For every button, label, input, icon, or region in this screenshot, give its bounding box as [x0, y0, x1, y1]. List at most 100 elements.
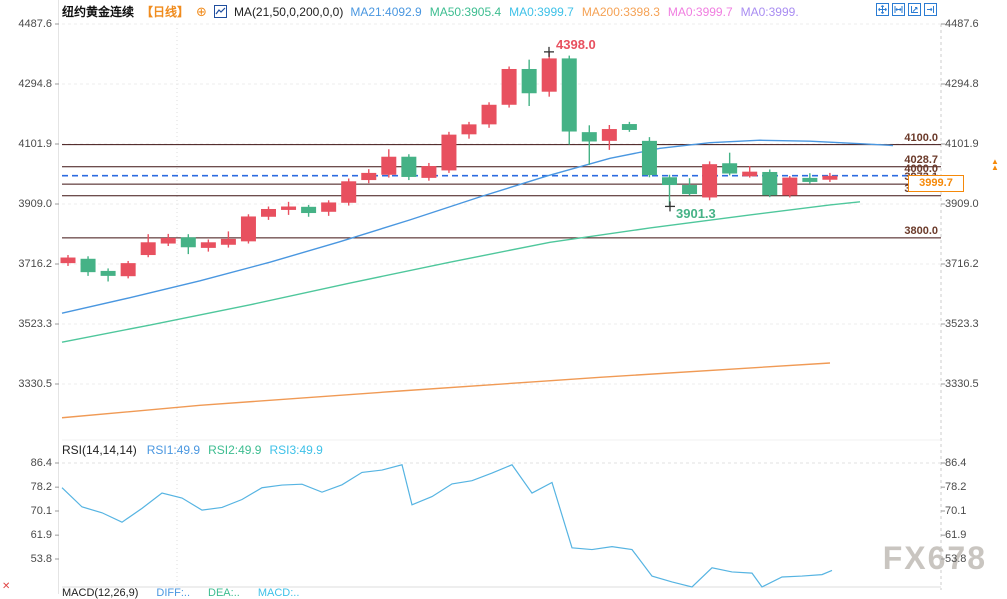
rsi-axis-label-left: 78.2	[30, 481, 52, 494]
candle-body[interactable]	[782, 177, 798, 196]
candle-body[interactable]	[641, 140, 657, 176]
candle-body[interactable]	[481, 104, 497, 125]
candle-body[interactable]	[662, 177, 677, 186]
current-price-tag: 3999.7	[908, 175, 964, 192]
candle-body[interactable]	[240, 216, 256, 242]
main-axis-label-left: 4101.9	[18, 138, 52, 150]
candle-body[interactable]	[521, 68, 537, 94]
rsi-value-label: RSI3:49.9	[269, 443, 323, 457]
macd-header-cutoff: MACD(12,26,9) DIFF:.. DEA:.. MACD:..	[62, 587, 307, 599]
candle-body[interactable]	[501, 68, 517, 105]
main-axis-label-right: 3330.5	[945, 378, 979, 390]
rsi-axis-label-left: 70.1	[30, 505, 52, 517]
fit-width-icon[interactable]	[892, 3, 905, 16]
price-line-label: 4000.0	[904, 162, 938, 175]
rsi-header: RSI(14,14,14) RSI1:49.9 RSI2:49.9 RSI3:49.…	[62, 443, 331, 457]
macd-token: MACD:..	[257, 587, 300, 599]
candle-body[interactable]	[441, 134, 457, 171]
candle-body[interactable]	[601, 129, 617, 141]
ma-value-label: MA0:3999.	[740, 4, 799, 19]
chart-header: 纽约黄金连续 【日线】 ⊕ MA(21,50,0,200,0,0) MA21:4…	[62, 3, 807, 20]
macd-token: DEA:..	[208, 587, 240, 599]
candle-body[interactable]	[461, 124, 477, 135]
ma-values: MA21:4092.9 MA50:3905.4 MA0:3999.7 MA200:33…	[350, 5, 806, 19]
candle-body[interactable]	[301, 206, 317, 214]
rsi-axis-label-right: 86.4	[945, 457, 967, 469]
candle-body[interactable]	[581, 132, 597, 142]
main-axis-label-right: 3909.0	[945, 198, 979, 210]
rsi-values: RSI1:49.9 RSI2:49.9 RSI3:49.9	[147, 443, 331, 457]
candle-body[interactable]	[80, 258, 96, 273]
candle-body[interactable]	[762, 171, 778, 196]
candle-body[interactable]	[281, 206, 297, 210]
ma-value-label: MA0:3999.7	[509, 4, 574, 19]
rsi-axis-label-right: 53.8	[945, 553, 967, 565]
main-axis-label-right: 4101.9	[945, 138, 979, 150]
main-axis-label-left: 3716.2	[18, 258, 52, 270]
main-axis-label-left: 4294.8	[18, 77, 52, 90]
main-axis-label-right: 4487.6	[945, 18, 979, 30]
candle-body[interactable]	[321, 202, 337, 212]
candle-body[interactable]	[722, 163, 738, 174]
candle-body[interactable]	[160, 237, 176, 244]
close-indicator-icon[interactable]: ✕	[2, 581, 11, 592]
auto-scale-icon[interactable]	[908, 3, 921, 16]
candle-body[interactable]	[361, 172, 377, 181]
jump-to-latest-icon[interactable]	[924, 3, 937, 16]
candle-body[interactable]	[180, 237, 196, 248]
main-axis-label-left: 3909.0	[18, 198, 52, 210]
overlay-chart-icon[interactable]	[213, 5, 227, 18]
candle-body[interactable]	[822, 175, 838, 180]
rsi-value-label: RSI1:49.9	[146, 443, 201, 457]
ma-value-label: MA50:3905.4	[429, 4, 502, 19]
main-axis-label-left: 3330.5	[18, 378, 52, 390]
rsi-axis-label-right: 70.1	[945, 505, 967, 517]
candle-body[interactable]	[621, 124, 637, 130]
fx678-watermark: FX678	[882, 540, 987, 576]
candle-body[interactable]	[401, 156, 417, 177]
candle-body[interactable]	[682, 185, 698, 195]
ma-value-label: MA200:3398.3	[581, 4, 660, 19]
candle-body[interactable]	[140, 242, 156, 256]
rsi-axis-label-left: 61.9	[30, 529, 52, 542]
candle-body[interactable]	[561, 58, 577, 132]
high-price-annotation: 4398.0	[556, 37, 596, 52]
price-line-label: 3800.0	[904, 224, 938, 237]
ma21-line	[61, 139, 894, 314]
candle-body[interactable]	[702, 164, 718, 198]
candle-body[interactable]	[381, 156, 397, 175]
candle-body[interactable]	[341, 181, 357, 203]
candle-body[interactable]	[742, 171, 758, 177]
ma50-line	[61, 201, 861, 343]
main-axis-label-right: 3716.2	[945, 258, 979, 270]
candle-body[interactable]	[802, 177, 818, 182]
rsi-axis-label-right: 61.9	[945, 529, 967, 542]
ma-value-label: MA0:3999.7	[667, 4, 733, 19]
candle-body[interactable]	[100, 270, 116, 276]
candle-body[interactable]	[421, 166, 437, 178]
ma-settings-label: MA(21,50,0,200,0,0)	[233, 4, 344, 19]
price-up-arrows-icon: ▲ ▲	[991, 157, 999, 172]
candle-body[interactable]	[60, 257, 76, 264]
rsi-axis-label-right: 78.2	[945, 481, 967, 494]
main-axis-label-right: 4294.8	[945, 77, 979, 90]
price-line-label: 4028.7	[904, 153, 938, 166]
candle-body[interactable]	[200, 242, 216, 248]
main-axis-label-left: 3523.3	[18, 318, 52, 330]
ma200-line	[61, 362, 831, 419]
rsi-settings-label: RSI(14,14,14)	[62, 443, 137, 457]
candle-body[interactable]	[261, 208, 276, 217]
candle-body[interactable]	[120, 263, 136, 277]
ma-value-label: MA21:4092.9	[350, 4, 422, 19]
timeframe-label: 【日线】	[141, 5, 190, 19]
candle-body[interactable]	[220, 238, 236, 245]
rsi-axis-label-left: 86.4	[30, 457, 52, 469]
main-axis-label-left: 4487.6	[18, 18, 52, 30]
pan-tool-icon[interactable]	[876, 3, 889, 16]
main-axis-label-right: 3523.3	[945, 318, 979, 330]
add-indicator-icon[interactable]: ⊕	[196, 4, 207, 19]
candle-body[interactable]	[541, 58, 557, 92]
symbol-title: 纽约黄金连续	[62, 5, 135, 19]
